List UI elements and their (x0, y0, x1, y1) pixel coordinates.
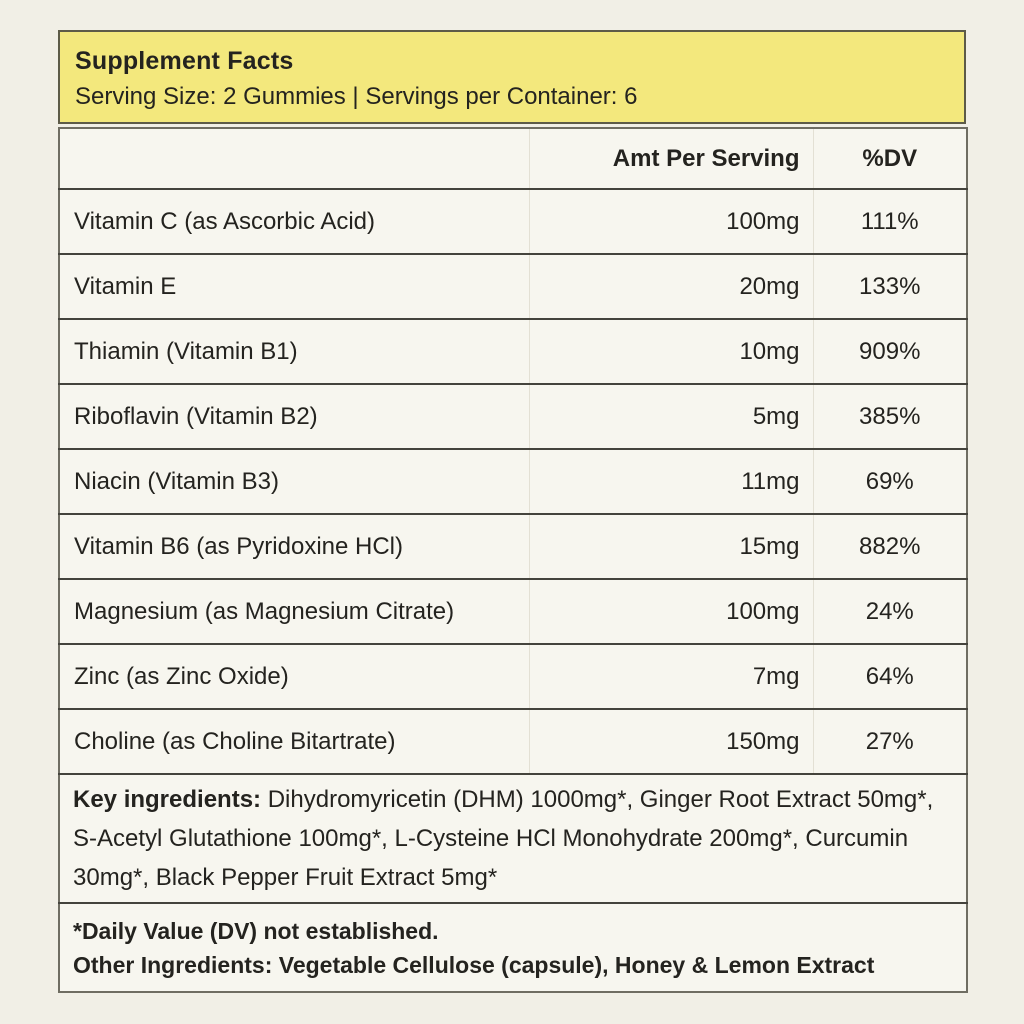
other-ingredients: Other Ingredients: Vegetable Cellulose (… (73, 951, 875, 978)
dv-footnote: *Daily Value (DV) not established. (73, 917, 439, 944)
table-row: Zinc (as Zinc Oxide) 7mg 64% (59, 644, 967, 710)
table-row: Vitamin E 20mg 133% (59, 254, 967, 320)
amount-cell: 100mg (528, 579, 813, 645)
table-row: Vitamin C (as Ascorbic Acid) 100mg 111% (59, 189, 967, 255)
amount-cell: 20mg (528, 254, 813, 320)
table-row: Choline (as Choline Bitartrate) 150mg 27… (59, 709, 967, 775)
table-row: Niacin (Vitamin B3) 11mg 69% (59, 449, 967, 515)
nutrient-name-cell: Vitamin C (as Ascorbic Acid) (59, 189, 529, 255)
key-ingredients-cell: Key ingredients: Dihydromyricetin (DHM) … (59, 774, 967, 904)
label-header: Supplement Facts Serving Size: 2 Gummies… (58, 30, 966, 124)
amount-cell: 7mg (528, 644, 813, 710)
dv-cell: 27% (812, 709, 967, 775)
footnote-row: *Daily Value (DV) not established. Other… (59, 903, 967, 992)
key-ingredients-label: Key ingredients: (73, 786, 262, 813)
nutrient-name-cell: Thiamin (Vitamin B1) (59, 319, 529, 385)
dv-cell: 882% (812, 514, 967, 580)
label-title: Supplement Facts (75, 47, 294, 75)
table-row: Magnesium (as Magnesium Citrate) 100mg 2… (59, 579, 967, 645)
nutrient-name-cell: Vitamin B6 (as Pyridoxine HCl) (59, 514, 529, 580)
dv-cell: 385% (812, 384, 967, 450)
dv-cell: 64% (812, 644, 967, 710)
dv-cell: 24% (812, 579, 967, 645)
serving-info: Serving Size: 2 Gummies | Servings per C… (75, 83, 638, 110)
table-row: Riboflavin (Vitamin B2) 5mg 385% (59, 384, 967, 450)
dv-cell: 133% (812, 254, 967, 320)
dv-cell: 111% (812, 189, 967, 255)
amount-cell: 11mg (528, 449, 813, 515)
footnote-cell: *Daily Value (DV) not established. Other… (59, 903, 967, 992)
dv-cell: 909% (812, 319, 967, 385)
nutrient-name-cell: Zinc (as Zinc Oxide) (59, 644, 529, 710)
nutrient-name-cell: Vitamin E (59, 254, 529, 320)
table-row: Vitamin B6 (as Pyridoxine HCl) 15mg 882% (59, 514, 967, 580)
amount-cell: 15mg (528, 514, 813, 580)
key-ingredients-text: Dihydromyricetin (DHM) 1000mg*, Ginger R… (73, 786, 934, 891)
dv-cell: 69% (812, 449, 967, 515)
amount-column-header: Amt Per Serving (528, 128, 813, 190)
amount-cell: 5mg (528, 384, 813, 450)
dv-column-header: %DV (812, 128, 967, 190)
table-row: Thiamin (Vitamin B1) 10mg 909% (59, 319, 967, 385)
nutrient-name-cell: Choline (as Choline Bitartrate) (59, 709, 529, 775)
amount-cell: 10mg (528, 319, 813, 385)
nutrient-name-cell: Niacin (Vitamin B3) (59, 449, 529, 515)
nutrient-name-cell: Riboflavin (Vitamin B2) (59, 384, 529, 450)
nutrient-name-cell: Magnesium (as Magnesium Citrate) (59, 579, 529, 645)
key-ingredients-row: Key ingredients: Dihydromyricetin (DHM) … (59, 774, 967, 904)
amount-cell: 150mg (528, 709, 813, 775)
nutrient-column-header (59, 128, 529, 190)
amount-cell: 100mg (528, 189, 813, 255)
facts-table: Amt Per Serving %DV Vitamin C (as Ascorb… (58, 127, 968, 993)
supplement-label: Supplement Facts Serving Size: 2 Gummies… (58, 30, 968, 993)
table-header-row: Amt Per Serving %DV (59, 128, 967, 190)
